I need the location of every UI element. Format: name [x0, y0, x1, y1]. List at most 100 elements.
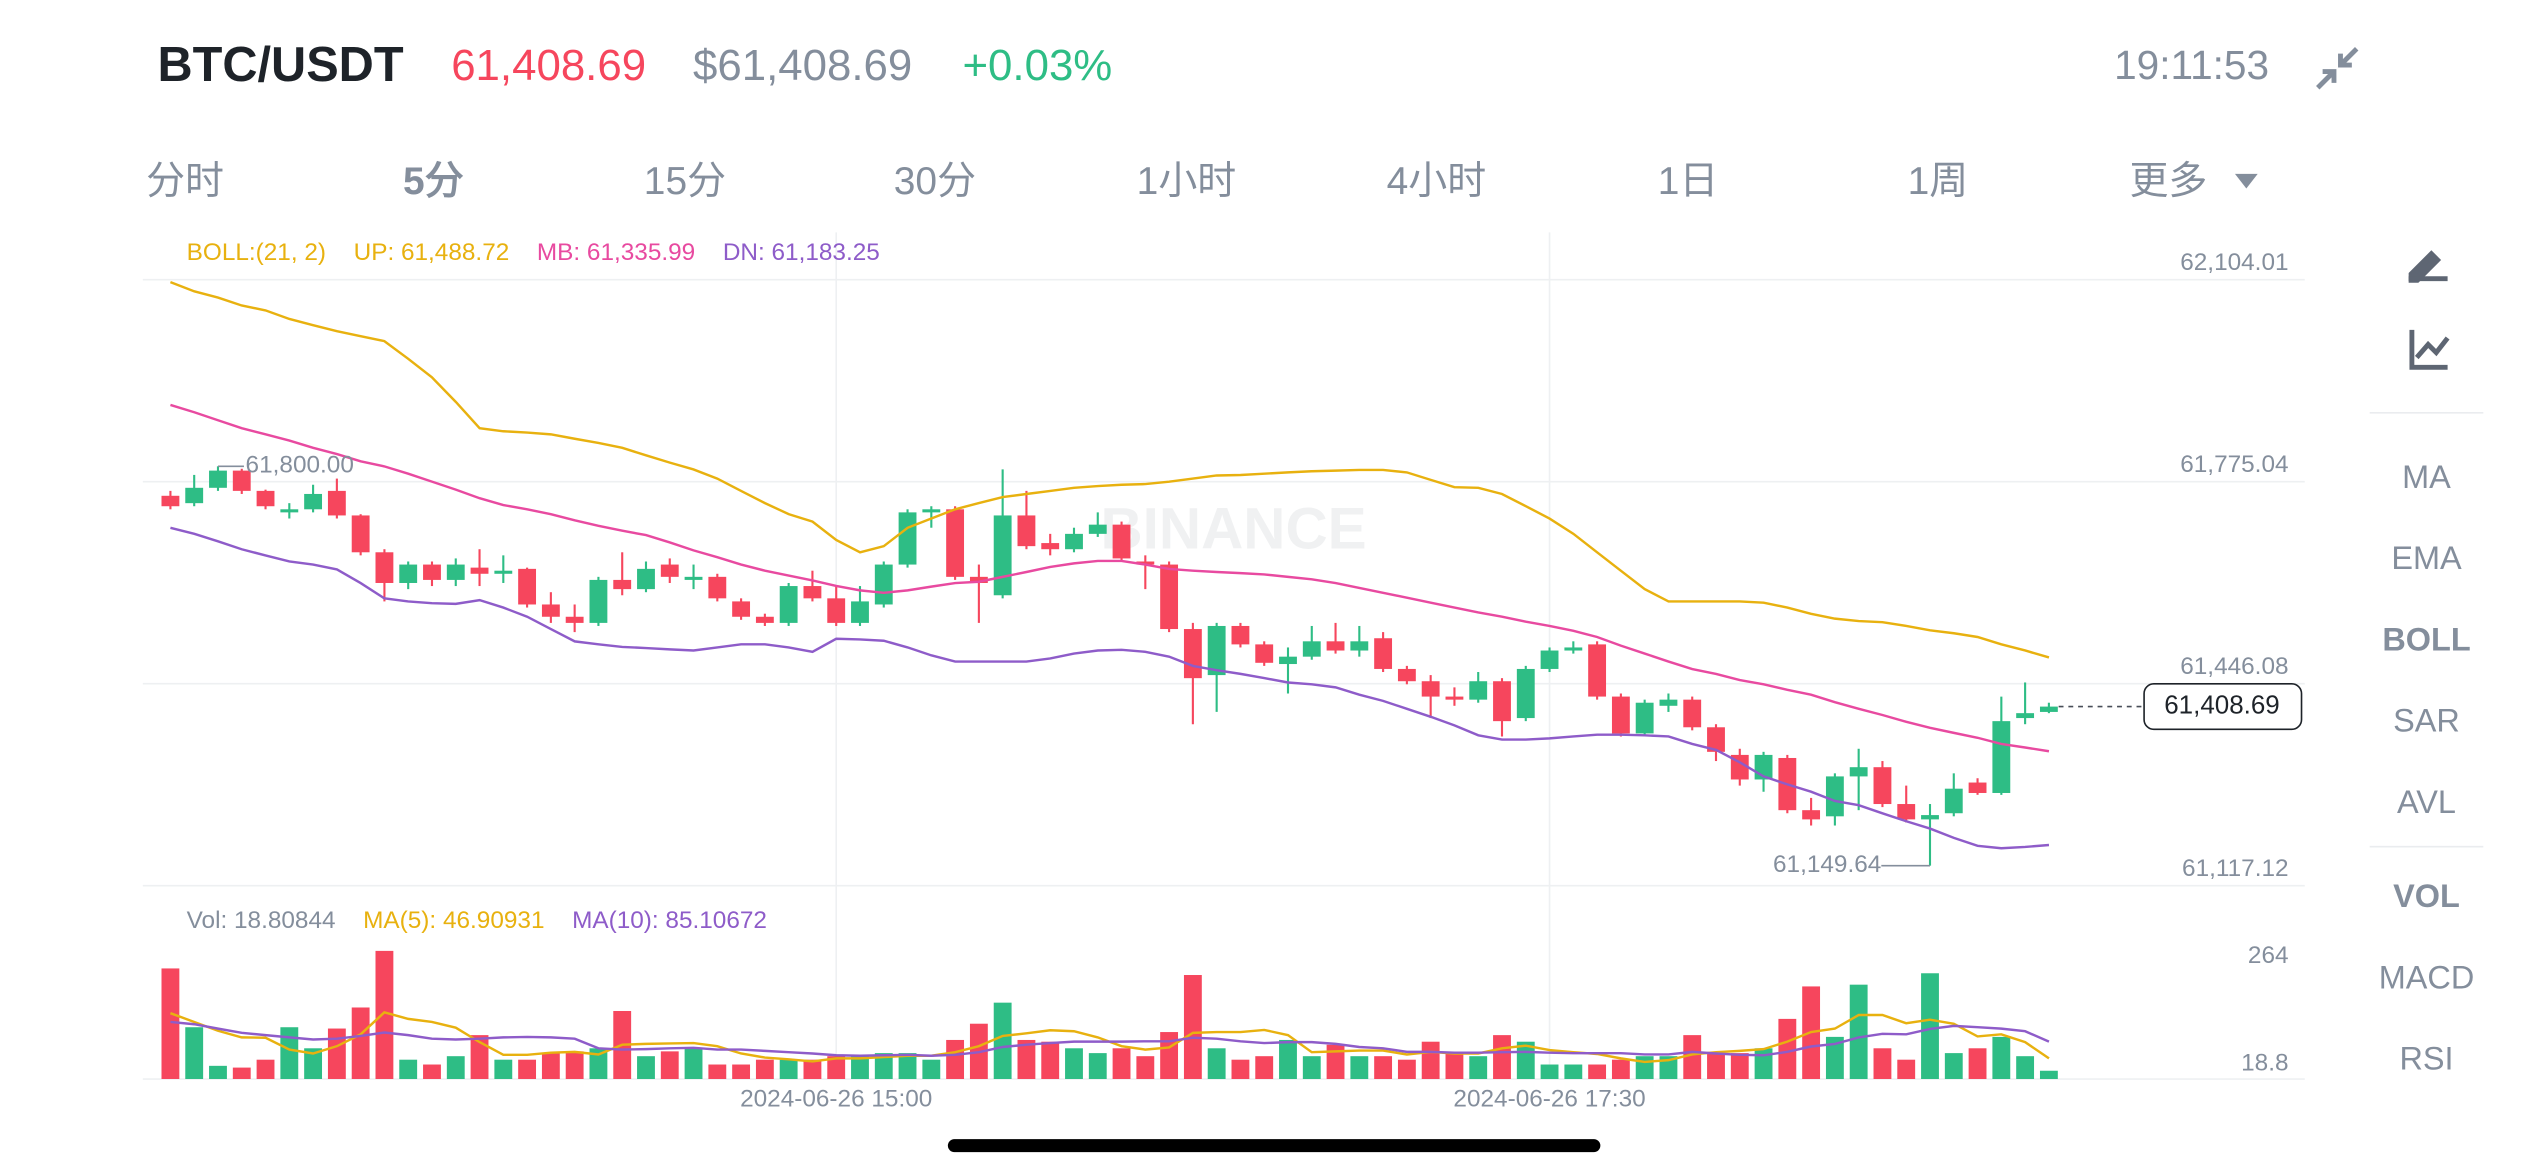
candle-body: [1635, 702, 1654, 734]
indicator-line: [170, 1020, 2050, 1057]
candle-body: [423, 564, 441, 580]
candle-body: [1421, 681, 1440, 697]
timeframe-tab[interactable]: 更多: [2129, 160, 2207, 203]
candle-body: [1493, 681, 1511, 722]
volume-bar: [351, 1007, 370, 1079]
volume-bar: [327, 1028, 346, 1079]
legend-item: MA(10): 85.10672: [572, 907, 767, 934]
candle-body: [541, 604, 560, 617]
indicator-button[interactable]: AVL: [2397, 784, 2456, 820]
indicator-button[interactable]: MACD: [2379, 959, 2475, 995]
indicator-icon[interactable]: [2409, 329, 2450, 370]
candle-body: [1302, 641, 1321, 657]
candle-body: [1397, 668, 1416, 682]
indicator-line: [170, 526, 2050, 850]
candle-body: [660, 564, 679, 577]
indicator-button[interactable]: SAR: [2393, 703, 2460, 739]
volume-bar: [1564, 1064, 1583, 1079]
volume-bar: [851, 1056, 869, 1079]
draw-icon[interactable]: [2408, 250, 2448, 283]
candle-body: [2039, 706, 2058, 712]
candle-body: [1540, 650, 1559, 669]
volume-bar: [1088, 1053, 1107, 1079]
volume-bar: [874, 1053, 893, 1079]
volume-bar: [232, 1067, 251, 1079]
legend-item: UP: 61,488.72: [354, 239, 510, 266]
volume-bar: [565, 1051, 584, 1079]
volume-bar: [1730, 1053, 1749, 1079]
candle-body: [185, 487, 204, 504]
candle-body: [1350, 641, 1369, 651]
volume-bar: [1469, 1056, 1488, 1079]
candle-body: [518, 568, 537, 605]
candle-body: [1374, 638, 1393, 669]
legend-item: MA(5): 46.90931: [363, 907, 544, 934]
candle-body: [1825, 776, 1844, 817]
candle-body: [565, 616, 584, 623]
candle-body: [494, 570, 513, 574]
volume-bar: [280, 1027, 299, 1079]
candle-body: [1065, 533, 1083, 550]
indicator-button[interactable]: BOLL: [2382, 621, 2470, 657]
legend-item: MB: 61,335.99: [537, 239, 695, 266]
candle-body: [1326, 641, 1345, 651]
volume-bar: [1041, 1041, 1060, 1079]
candle-body: [304, 493, 323, 510]
volume-bar: [1754, 1048, 1773, 1079]
volume-bar: [1611, 1059, 1630, 1079]
volume-bar: [1160, 1032, 1179, 1079]
volume-bar: [898, 1053, 917, 1079]
timeframe-tab[interactable]: 分时: [146, 160, 224, 203]
timeframe-tab[interactable]: 4小时: [1387, 160, 1487, 203]
indicator-button[interactable]: EMA: [2391, 540, 2462, 576]
volume-bar: [256, 1059, 275, 1079]
timeframe-tab[interactable]: 15分: [644, 160, 726, 203]
volume-bar: [993, 1002, 1012, 1079]
timeframe-tab[interactable]: 30分: [894, 160, 976, 203]
volume-bar: [779, 1059, 798, 1079]
volume-bar: [1326, 1044, 1345, 1079]
candle-body: [1707, 727, 1725, 752]
y-tick-label: 61,117.12: [2182, 855, 2288, 882]
indicator-button[interactable]: VOL: [2393, 878, 2460, 914]
candle-body: [1849, 767, 1868, 777]
candle-body: [1802, 810, 1821, 820]
volume-bar: [684, 1048, 703, 1079]
vol-tick-label: 18.8: [2241, 1050, 2288, 1077]
volume-bar: [946, 1039, 965, 1079]
volume-bar: [1421, 1041, 1440, 1079]
volume-bar: [1302, 1056, 1321, 1079]
clock: 19:11:53: [2114, 42, 2269, 88]
watermark: BINANCE: [1100, 496, 1366, 561]
candle-body: [1659, 699, 1678, 706]
volume-bar: [1944, 1053, 1963, 1079]
volume-bar: [494, 1059, 513, 1079]
candle-body: [351, 515, 370, 553]
volume-bar: [589, 1048, 608, 1079]
timeframe-tab[interactable]: 5分: [403, 160, 464, 203]
indicator-button[interactable]: RSI: [2399, 1041, 2453, 1077]
candle-body: [1968, 782, 1987, 793]
timeframe-tab[interactable]: 1周: [1908, 160, 1969, 203]
more-arrow[interactable]: [2234, 173, 2258, 189]
home-indicator: [947, 1139, 1601, 1153]
timeframe-tab[interactable]: 1日: [1658, 160, 1719, 203]
volume-bar: [470, 1035, 489, 1079]
candle-body: [1017, 515, 1036, 547]
candle-body: [375, 552, 394, 583]
candle-body: [803, 586, 822, 599]
indicator-button[interactable]: MA: [2402, 459, 2451, 495]
volume-bar: [1873, 1048, 1892, 1079]
legend-item: Vol: 18.80844: [187, 907, 336, 934]
candle-body: [1897, 804, 1916, 820]
volume-bar: [209, 1065, 227, 1079]
candle-body: [922, 509, 941, 513]
timeframe-tab[interactable]: 1小时: [1137, 160, 1237, 203]
candle-body: [708, 576, 727, 599]
volume-bar: [803, 1059, 822, 1079]
candle-body: [613, 579, 632, 590]
collapse-icon[interactable]: [2316, 47, 2359, 90]
candle-body: [161, 495, 180, 507]
candle-body: [1255, 644, 1274, 663]
x-tick-label: 2024-06-26 15:00: [740, 1086, 932, 1113]
